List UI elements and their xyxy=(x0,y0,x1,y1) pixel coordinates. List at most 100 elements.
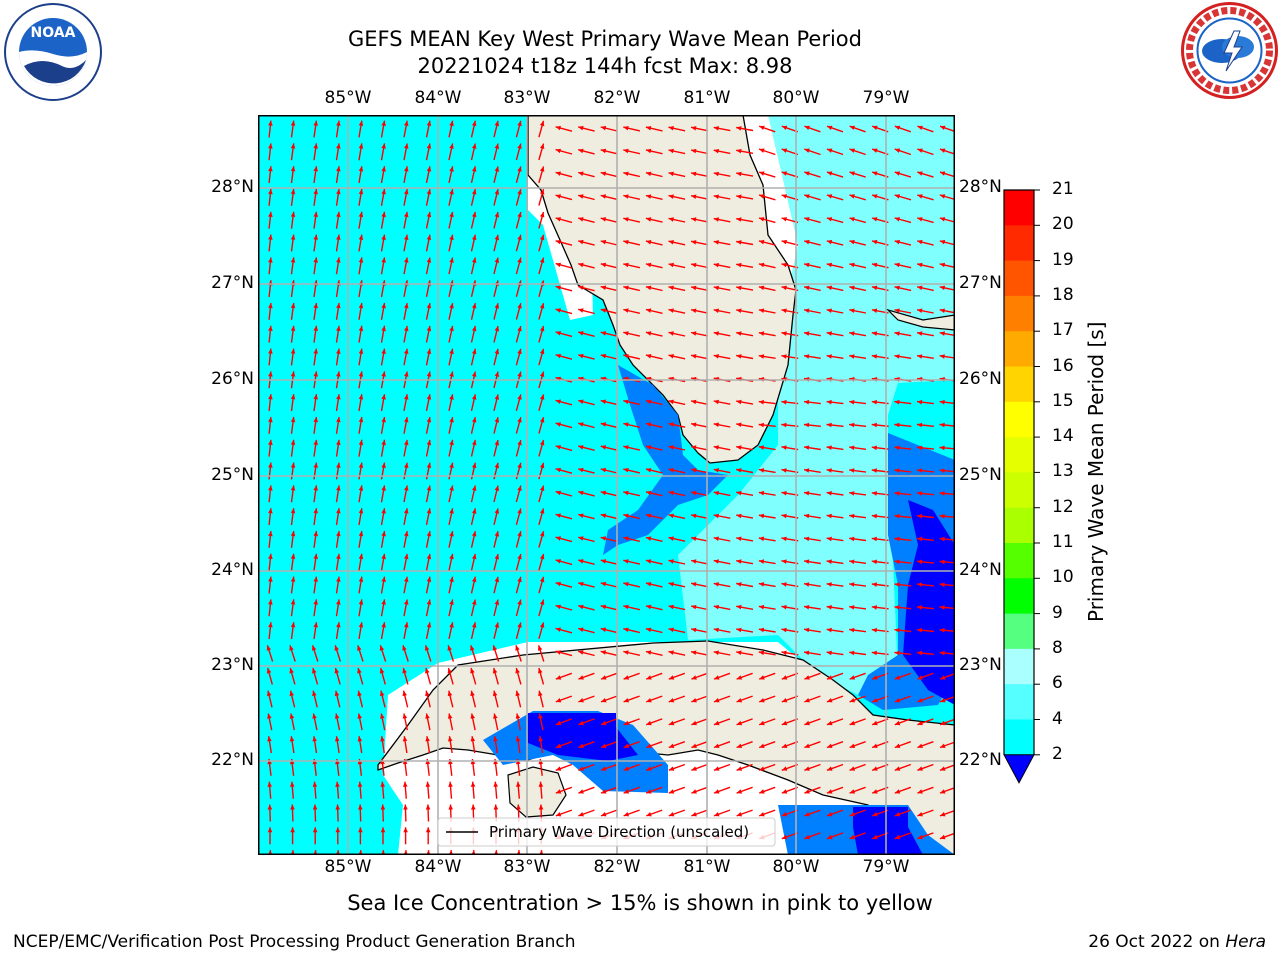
wave-arrow-head-icon xyxy=(313,553,318,559)
wave-arrow-head-icon xyxy=(426,303,432,309)
wave-arrow-head-icon xyxy=(804,698,810,703)
wave-arrow-head-icon xyxy=(827,766,833,771)
wave-arrow-head-icon xyxy=(668,604,674,610)
wave-arrow-head-icon xyxy=(916,582,923,587)
colorbar-tick-label: 11 xyxy=(1052,532,1074,552)
wave-arrow-head-icon xyxy=(539,257,545,263)
wave-arrow-head-icon xyxy=(404,531,409,537)
wave-arrow-head-icon xyxy=(449,417,454,423)
wave-arrow-head-icon xyxy=(336,257,341,263)
wave-arrow-head-icon xyxy=(849,582,855,587)
wave-arrow-head-icon xyxy=(381,531,386,537)
wave-arrow-head-icon xyxy=(290,485,296,491)
wave-arrow-head-icon xyxy=(578,331,584,336)
period-lt2-cayos xyxy=(853,807,923,855)
wave-arrow-head-icon xyxy=(539,508,545,514)
colorbar-tick-label: 18 xyxy=(1052,284,1074,305)
wave-arrow-head-icon xyxy=(472,599,477,605)
wave-arrow-head-icon xyxy=(404,462,409,468)
wave-arrow-head-icon xyxy=(691,604,697,610)
wave-arrow-head-icon xyxy=(539,485,545,491)
wave-arrow-head-icon xyxy=(334,713,340,719)
wave-arrow-head-icon xyxy=(313,257,318,263)
wave-arrow-head-icon xyxy=(691,513,697,519)
wave-arrow-head-icon xyxy=(849,812,856,817)
wave-arrow-head-icon xyxy=(290,189,296,195)
wave-arrow-head-icon xyxy=(336,531,341,537)
wave-arrow-head-icon xyxy=(449,120,454,127)
wave-arrow-head-icon xyxy=(917,194,923,199)
wave-arrow-head-icon xyxy=(826,650,832,656)
wave-arrow-head-icon xyxy=(425,690,430,697)
wave-arrow-head-icon xyxy=(871,491,877,496)
wave-arrow-head-icon xyxy=(804,285,810,291)
wave-arrow-head-icon xyxy=(555,331,561,336)
wave-arrow-head-icon xyxy=(404,211,409,218)
wave-arrow-head-icon xyxy=(472,417,477,423)
wave-arrow-head-icon xyxy=(449,189,454,195)
wave-arrow-head-icon xyxy=(494,143,500,149)
wave-period-map: Primary Wave Direction (unscaled) xyxy=(258,115,955,855)
wave-arrow-head-icon xyxy=(336,394,341,400)
wave-arrow-head-icon xyxy=(691,171,697,177)
wave-arrow-head-icon xyxy=(849,720,856,726)
wave-arrow-head-icon xyxy=(623,399,629,404)
wave-arrow-head-icon xyxy=(940,720,946,726)
wave-arrow-head-icon xyxy=(336,189,341,195)
wave-arrow-head-icon xyxy=(872,789,878,794)
wave-arrow-head-icon xyxy=(555,445,561,450)
wave-arrow-head-icon xyxy=(781,698,788,703)
wave-arrow-head-icon xyxy=(470,645,475,651)
wave-arrow-head-icon xyxy=(894,513,900,519)
lat-label-left: 27°N xyxy=(211,273,254,293)
colorbar-segment xyxy=(1004,578,1034,615)
lon-label-bottom: 81°W xyxy=(683,857,731,877)
wave-arrow-head-icon xyxy=(555,627,561,632)
wave-arrow-head-icon xyxy=(646,789,652,794)
wave-arrow-head-icon xyxy=(623,513,629,518)
wave-arrow-head-icon xyxy=(713,331,719,336)
wave-arrow-head-icon xyxy=(894,422,900,428)
colorbar-tick-label: 15 xyxy=(1052,390,1074,411)
wave-arrow-head-icon xyxy=(313,599,318,605)
wave-arrow-head-icon xyxy=(691,536,697,541)
wave-arrow-head-icon xyxy=(381,120,386,126)
lat-label-right: 26°N xyxy=(959,369,1002,389)
wave-arrow-head-icon xyxy=(578,743,584,748)
map-title: GEFS MEAN Key West Primary Wave Mean Per… xyxy=(348,27,862,51)
wave-arrow-head-icon xyxy=(623,262,629,268)
wave-arrow-head-icon xyxy=(781,125,788,130)
wave-arrow-head-icon xyxy=(517,189,522,195)
wave-arrow-head-icon xyxy=(623,675,630,680)
wave-arrow-head-icon xyxy=(939,650,945,656)
wave-arrow-head-icon xyxy=(336,462,341,468)
wave-arrow-head-icon xyxy=(555,743,562,748)
wave-arrow-head-icon xyxy=(334,645,339,651)
wave-arrow-head-icon xyxy=(425,736,430,742)
wave-arrow-head-icon xyxy=(449,303,454,309)
colorbar-tick-label: 8 xyxy=(1052,637,1063,658)
wave-arrow-head-icon xyxy=(555,285,561,290)
wave-arrow-head-icon xyxy=(517,417,522,423)
wave-arrow-head-icon xyxy=(826,148,833,153)
wave-arrow-head-icon xyxy=(713,171,719,177)
wave-arrow-head-icon xyxy=(623,148,629,154)
wave-arrow-head-icon xyxy=(578,422,584,427)
wave-arrow-head-icon xyxy=(267,804,273,810)
wave-arrow-head-icon xyxy=(714,675,720,680)
wave-arrow-head-icon xyxy=(538,804,544,810)
wave-arrow-head-icon xyxy=(335,804,340,810)
colorbar-segment xyxy=(1004,613,1034,650)
wave-arrow-head-icon xyxy=(517,599,522,605)
wave-arrow-head-icon xyxy=(645,582,652,587)
wave-arrow-head-icon xyxy=(403,781,408,787)
wave-arrow-head-icon xyxy=(668,148,674,154)
wave-arrow-head-icon xyxy=(713,422,719,427)
wave-arrow-head-icon xyxy=(449,508,454,514)
wave-arrow-head-icon xyxy=(538,736,543,742)
wave-arrow-head-icon xyxy=(668,627,674,633)
wave-arrow-head-icon xyxy=(268,485,273,491)
wave-arrow-head-icon xyxy=(517,120,522,127)
wave-arrow-head-icon xyxy=(267,827,273,833)
wave-arrow-head-icon xyxy=(849,194,855,199)
